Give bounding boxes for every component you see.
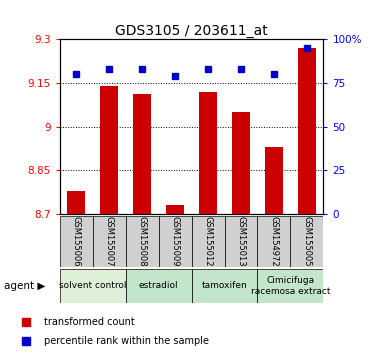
Text: GSM155006: GSM155006 xyxy=(72,216,81,267)
Text: percentile rank within the sample: percentile rank within the sample xyxy=(44,336,209,346)
Bar xyxy=(232,112,250,214)
Bar xyxy=(60,269,126,303)
Bar xyxy=(60,216,93,267)
Text: GSM155013: GSM155013 xyxy=(236,216,246,267)
Bar xyxy=(199,92,217,214)
Bar xyxy=(265,147,283,214)
Title: GDS3105 / 203611_at: GDS3105 / 203611_at xyxy=(115,24,268,38)
Text: GSM155005: GSM155005 xyxy=(302,216,311,267)
Text: GSM155009: GSM155009 xyxy=(171,216,179,267)
Text: GSM154972: GSM154972 xyxy=(270,216,278,267)
Text: GSM155012: GSM155012 xyxy=(204,216,213,267)
Bar xyxy=(133,95,151,214)
Bar xyxy=(93,216,126,267)
Bar xyxy=(192,216,224,267)
Text: GSM155007: GSM155007 xyxy=(105,216,114,267)
Bar xyxy=(192,269,258,303)
Bar xyxy=(67,191,85,214)
Bar xyxy=(159,216,192,267)
Bar xyxy=(298,48,316,214)
Bar xyxy=(100,86,118,214)
Bar xyxy=(224,216,258,267)
Bar xyxy=(166,205,184,214)
Bar xyxy=(290,216,323,267)
Text: Cimicifuga
racemosa extract: Cimicifuga racemosa extract xyxy=(251,276,330,296)
Text: transformed count: transformed count xyxy=(44,318,134,327)
Text: solvent control: solvent control xyxy=(59,281,126,290)
Text: agent ▶: agent ▶ xyxy=(4,281,45,291)
Bar xyxy=(258,216,290,267)
Text: GSM155008: GSM155008 xyxy=(137,216,147,267)
Bar xyxy=(126,216,159,267)
Text: estradiol: estradiol xyxy=(139,281,178,290)
Text: tamoxifen: tamoxifen xyxy=(202,281,248,290)
Bar xyxy=(258,269,323,303)
Bar xyxy=(126,269,192,303)
